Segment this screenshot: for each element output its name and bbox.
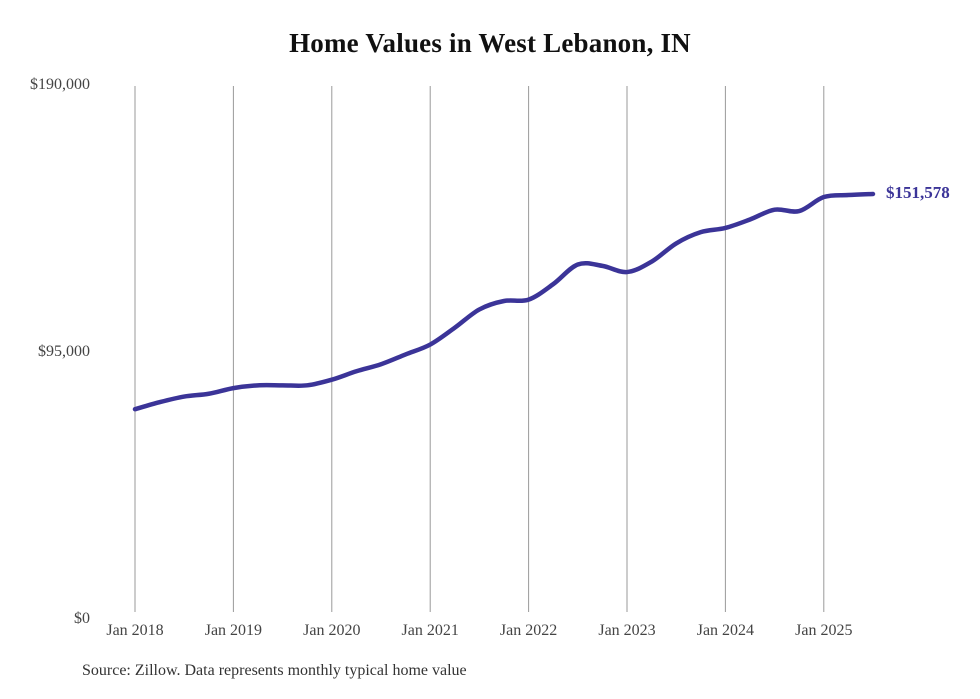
x-axis-tick-jan-2025: Jan 2025 [795,622,853,639]
x-axis-tick-jan-2019: Jan 2019 [204,622,263,639]
y-axis-tick-mid: $95,000 [38,343,90,360]
end-value-annotation: $151,578 [886,182,950,202]
y-axis-tick-zero: $0 [74,610,90,627]
series-line-typical-home-value [132,191,876,412]
gridline-group [134,86,825,612]
source-note: Source: Zillow. Data represents monthly … [82,662,467,679]
x-axis-tick-jan-2024: Jan 2024 [696,622,755,639]
x-axis-tick-jan-2021: Jan 2021 [401,622,459,639]
x-axis-tick-jan-2022: Jan 2022 [499,622,558,639]
chart-title: Home Values in West Lebanon, IN [289,28,691,58]
x-axis-tick-jan-2020: Jan 2020 [303,622,361,639]
x-axis-tick-jan-2023: Jan 2023 [598,622,656,639]
y-axis-tick-top: $190,000 [30,76,90,93]
x-axis-tick-jan-2018: Jan 2018 [106,622,164,639]
